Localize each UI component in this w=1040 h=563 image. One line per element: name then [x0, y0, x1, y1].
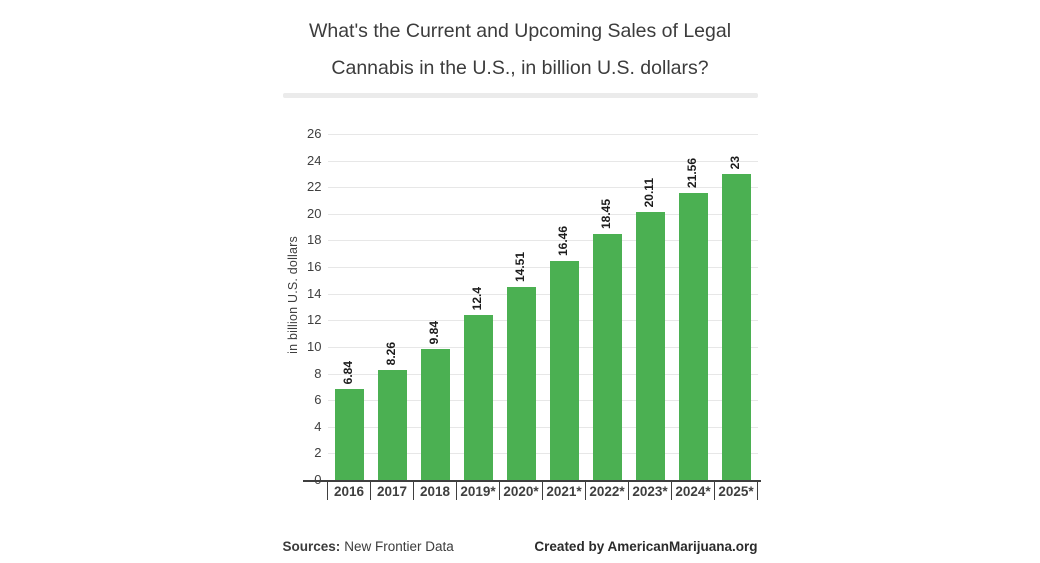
bar-2018: [420, 349, 450, 480]
chart-footer: Sources: New Frontier Data Created by Ame…: [283, 539, 758, 554]
gridline-26: [327, 134, 758, 135]
y-tick-label-12: 12: [307, 312, 322, 328]
y-tick-label-4: 4: [314, 418, 322, 434]
bar-value-2018: 9.84: [427, 320, 441, 345]
y-tick-label-8: 8: [314, 365, 322, 381]
chart-title: What's the Current and Upcoming Sales of…: [283, 13, 758, 87]
bar-value-2021*: 16.46: [556, 225, 570, 256]
gridline-14: [327, 293, 758, 295]
bar-2020*: [506, 286, 536, 480]
gridline-20: [327, 213, 758, 215]
bar-chart: in billion U.S. dollars 0246810121416182…: [286, 126, 761, 500]
x-axis-label-2016: 2016: [333, 484, 365, 499]
cannabis-sales-infographic: What's the Current and Upcoming Sales of…: [282, 0, 761, 554]
x-axis-label-2020*: 2020*: [503, 484, 539, 499]
bar-value-2022*: 18.45: [599, 199, 613, 230]
gridline-8: [327, 373, 758, 375]
bar-2017: [377, 370, 407, 480]
y-tick-label-22: 22: [307, 179, 322, 195]
x-axis-tick-3: [456, 482, 457, 500]
x-axis-label-2017: 2017: [376, 484, 408, 499]
y-tick-label-16: 16: [307, 259, 322, 275]
x-axis-label-2021*: 2021*: [546, 484, 582, 499]
sources-label: Sources:: [282, 539, 341, 554]
gridline-24: [327, 160, 758, 162]
x-axis-tick-9: [714, 482, 715, 500]
chart-title-line-1: What's the Current and Upcoming Sales of…: [308, 20, 732, 42]
chart-title-line-2: Cannabis in the U.S., in billion U.S. do…: [331, 57, 709, 79]
bar-2023*: [635, 212, 665, 480]
bar-2024*: [678, 193, 708, 480]
y-tick-label-0: 0: [282, 472, 321, 488]
bar-2016: [334, 388, 364, 480]
x-axis-label-2019*: 2019*: [460, 484, 496, 499]
title-divider: [282, 93, 758, 98]
gridline-2: [327, 453, 758, 455]
gridline-22: [327, 187, 758, 189]
x-axis-tick-1: [370, 482, 371, 500]
x-axis-label-2018: 2018: [419, 484, 451, 499]
y-tick-label-24: 24: [307, 152, 322, 168]
x-axis-tick-4: [499, 482, 500, 500]
x-axis-tick-7: [628, 482, 629, 500]
x-axis-line: [302, 480, 761, 482]
bar-value-2020*: 14.51: [513, 251, 527, 282]
y-tick-label-20: 20: [307, 205, 322, 221]
x-axis-tick-10: [757, 482, 758, 500]
x-axis-tick-6: [585, 482, 586, 500]
x-axis-label-2023*: 2023*: [632, 484, 668, 499]
x-axis-tick-2: [413, 482, 414, 500]
gridline-16: [327, 267, 758, 269]
y-tick-label-26: 26: [307, 126, 322, 141]
bar-value-2025*: 23: [728, 155, 742, 169]
bar-2022*: [592, 234, 622, 480]
credit-note: Created by AmericanMarijuana.org: [534, 539, 758, 554]
bar-2025*: [721, 173, 751, 480]
bar-value-2017: 8.26: [384, 341, 398, 366]
x-axis-label-2025*: 2025*: [718, 484, 754, 499]
x-axis-tick-8: [671, 482, 672, 500]
x-axis-tick-5: [542, 482, 543, 500]
y-tick-label-18: 18: [307, 232, 322, 248]
bar-2021*: [549, 260, 579, 480]
bar-value-2019*: 12.4: [470, 286, 484, 310]
sources-value: New Frontier Data: [344, 539, 454, 554]
gridline-6: [327, 400, 758, 402]
bar-2019*: [463, 315, 493, 480]
x-axis-label-2022*: 2022*: [589, 484, 625, 499]
x-axis-label-2024*: 2024*: [675, 484, 711, 499]
y-tick-label-2: 2: [314, 445, 322, 461]
gridline-12: [327, 320, 758, 322]
gridline-4: [327, 426, 758, 428]
x-axis-tick-0: [327, 482, 328, 500]
gridline-18: [327, 240, 758, 242]
bar-value-2023*: 20.11: [642, 178, 656, 208]
y-tick-label-6: 6: [314, 392, 322, 408]
y-tick-label-14: 14: [307, 285, 322, 301]
gridline-10: [327, 346, 758, 348]
sources-note: Sources: New Frontier Data: [283, 539, 454, 554]
y-tick-label-10: 10: [307, 338, 322, 354]
bar-value-2024*: 21.56: [685, 158, 699, 189]
bar-value-2016: 6.84: [341, 360, 355, 384]
